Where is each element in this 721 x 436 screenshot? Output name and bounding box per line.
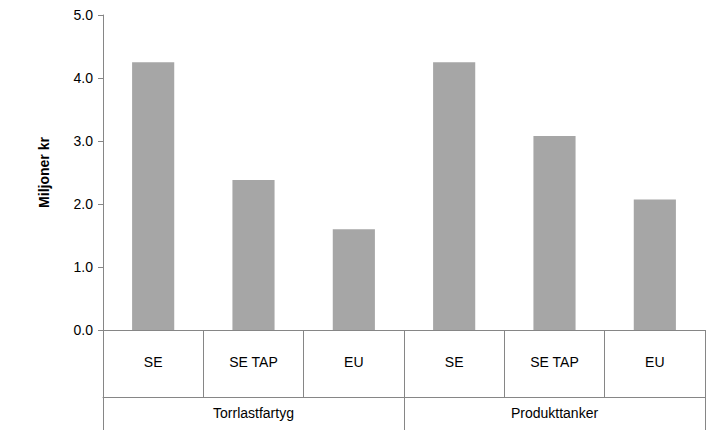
- svg-text:SE: SE: [445, 354, 464, 370]
- svg-text:EU: EU: [645, 354, 664, 370]
- svg-text:Produkttanker: Produkttanker: [511, 405, 598, 421]
- svg-text:SE TAP: SE TAP: [530, 354, 579, 370]
- svg-text:5.0: 5.0: [74, 7, 94, 23]
- svg-text:Torrlastfartyg: Torrlastfartyg: [213, 405, 294, 421]
- svg-text:SE: SE: [144, 354, 163, 370]
- svg-text:Miljoner kr: Miljoner kr: [36, 137, 52, 208]
- svg-text:0.0: 0.0: [74, 322, 94, 338]
- svg-text:4.0: 4.0: [74, 70, 94, 86]
- svg-text:3.0: 3.0: [74, 133, 94, 149]
- svg-text:SE TAP: SE TAP: [229, 354, 278, 370]
- svg-text:1.0: 1.0: [74, 259, 94, 275]
- svg-text:EU: EU: [344, 354, 363, 370]
- svg-text:2.0: 2.0: [74, 196, 94, 212]
